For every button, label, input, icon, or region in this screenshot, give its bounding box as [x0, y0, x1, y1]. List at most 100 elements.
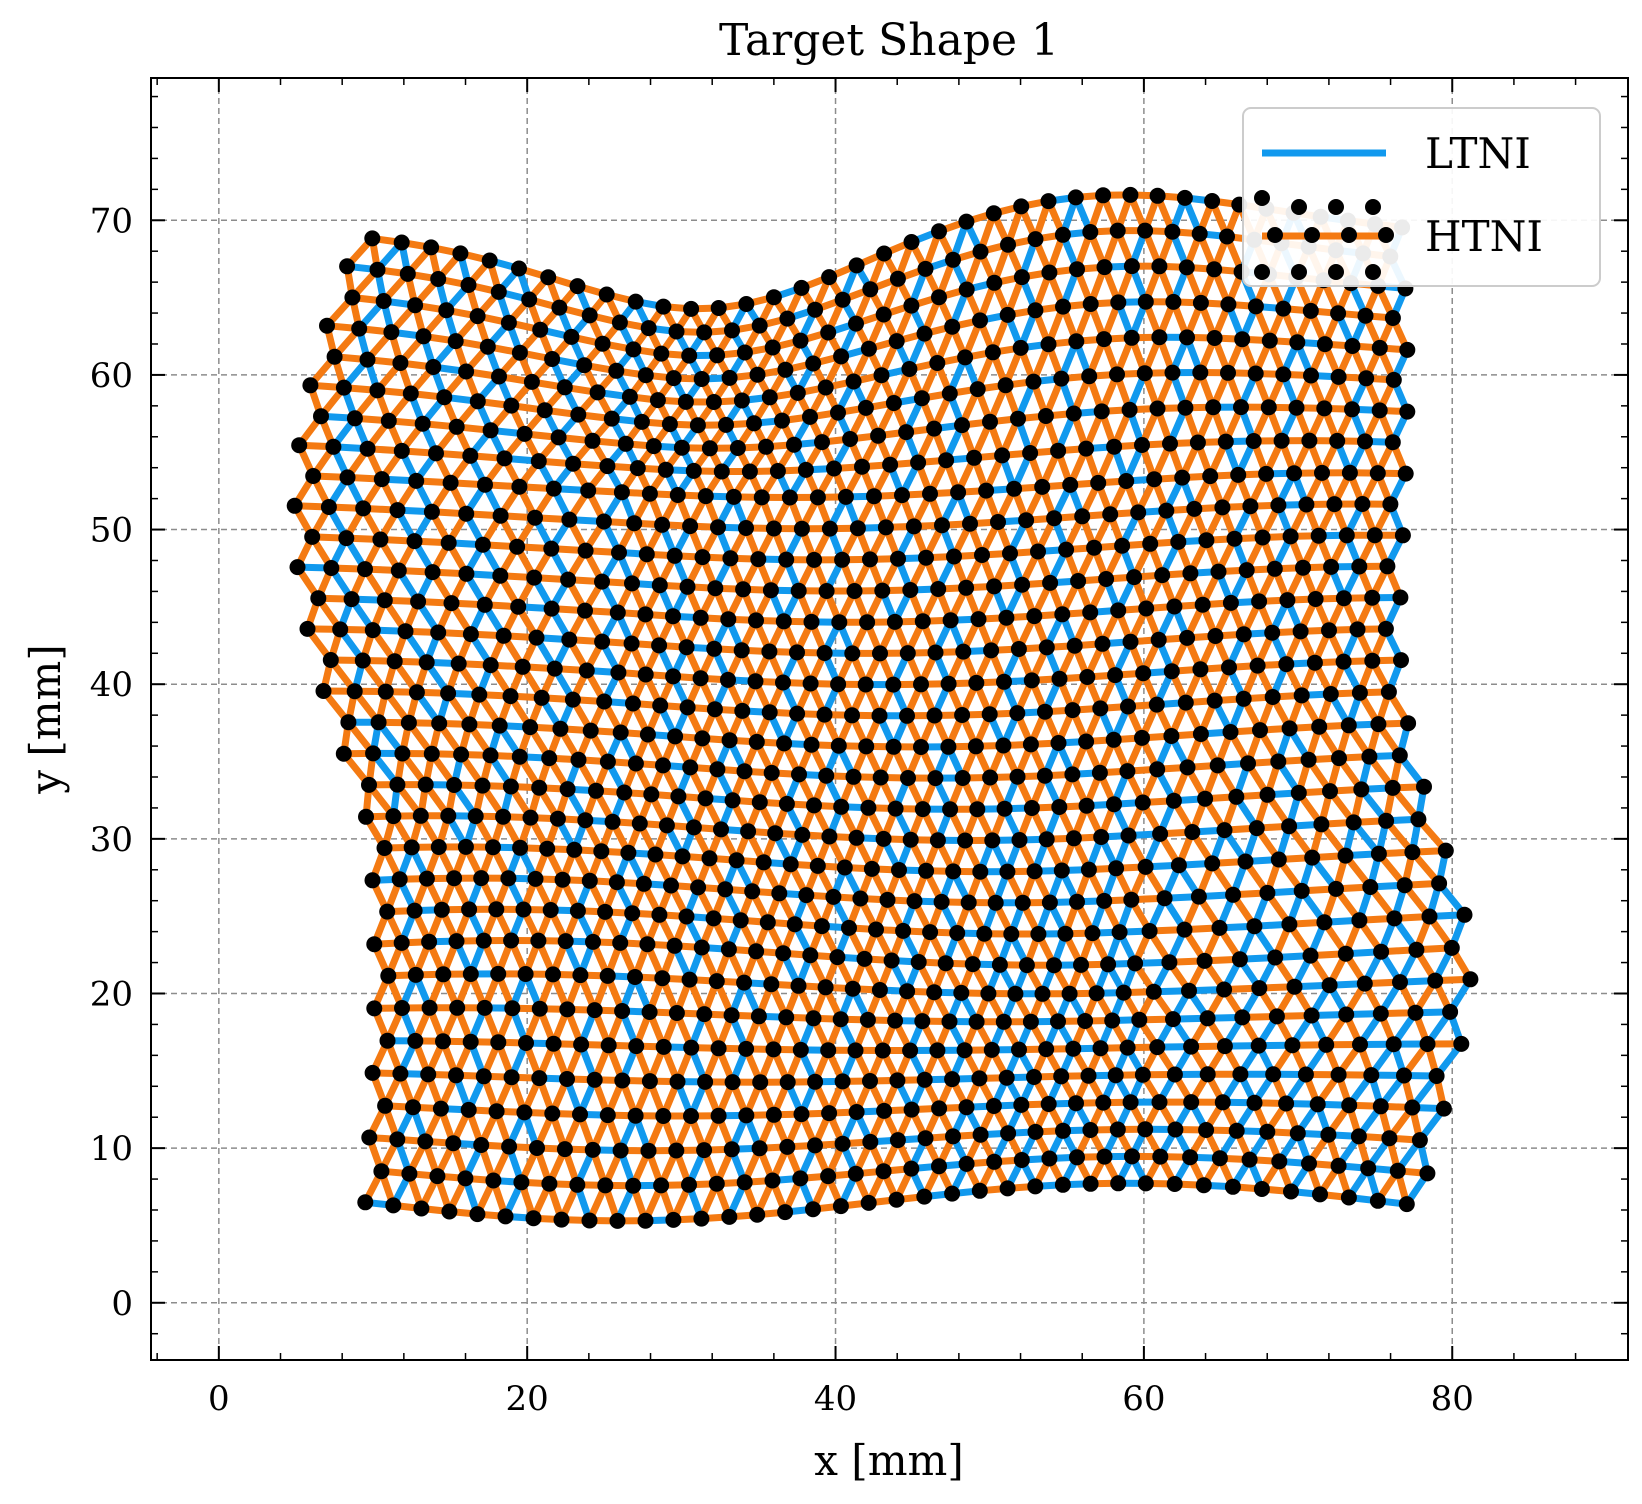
- mesh-node: [1026, 1069, 1042, 1085]
- mesh-node: [774, 412, 790, 429]
- mesh-node: [1246, 918, 1263, 935]
- mesh-node: [792, 1041, 809, 1058]
- mesh-node: [516, 425, 533, 442]
- mesh-node: [476, 596, 493, 613]
- mesh-node: [1149, 1039, 1166, 1056]
- mesh-node: [286, 497, 303, 514]
- mesh-node: [397, 623, 414, 640]
- mesh-node: [448, 1067, 464, 1084]
- mesh-node: [609, 1212, 626, 1229]
- mesh-node: [696, 1142, 713, 1159]
- mesh-node: [971, 1182, 988, 1199]
- mesh-node: [697, 790, 714, 807]
- mesh-node: [1122, 633, 1139, 650]
- mesh-node: [552, 720, 569, 737]
- mesh-node: [693, 371, 710, 387]
- mesh-node: [1082, 604, 1099, 621]
- mesh-node: [469, 393, 486, 410]
- mesh-node: [845, 373, 862, 390]
- mesh-node: [818, 767, 835, 784]
- mesh-node: [996, 673, 1012, 690]
- mesh-node: [1054, 606, 1071, 623]
- mesh-node: [1122, 186, 1139, 203]
- mesh-node: [413, 1200, 430, 1217]
- mesh-node: [406, 902, 423, 919]
- mesh-node: [565, 455, 582, 472]
- mesh-node: [777, 361, 794, 378]
- mesh-node: [841, 919, 857, 936]
- mesh-node: [1074, 508, 1091, 525]
- x-tick-label: 0: [208, 1379, 230, 1419]
- mesh-node: [564, 691, 581, 708]
- mesh-node: [901, 361, 918, 377]
- mesh-node: [1192, 364, 1209, 381]
- mesh-node: [600, 1037, 617, 1054]
- mesh-node: [1107, 1067, 1124, 1084]
- mesh-node: [701, 440, 718, 457]
- mesh-node: [310, 590, 327, 607]
- mesh-node: [406, 533, 423, 550]
- mesh-node: [830, 676, 847, 693]
- mesh-node: [503, 397, 520, 414]
- mesh-node: [392, 355, 409, 371]
- mesh-node: [969, 381, 986, 398]
- mesh-node: [1181, 982, 1197, 999]
- mesh-node: [1182, 565, 1199, 582]
- mesh-node: [1309, 1096, 1326, 1113]
- mesh-node: [1382, 496, 1399, 513]
- mesh-node: [848, 257, 865, 274]
- mesh-node: [1137, 222, 1154, 239]
- mesh-node: [903, 1101, 920, 1118]
- mesh-node: [655, 298, 672, 315]
- mesh-node: [614, 1072, 631, 1089]
- mesh-node: [1288, 399, 1305, 416]
- mesh-node: [1018, 512, 1035, 529]
- mesh-node: [320, 499, 337, 515]
- mesh-node: [1252, 722, 1268, 739]
- mesh-node: [1176, 189, 1193, 206]
- mesh-node: [511, 344, 528, 361]
- mesh-node: [875, 306, 892, 323]
- mesh-node: [847, 1165, 864, 1182]
- mesh-node: [793, 1106, 810, 1123]
- mesh-node: [1220, 296, 1237, 313]
- mesh-node: [1416, 778, 1432, 795]
- mesh-node: [1027, 302, 1044, 319]
- mesh-node: [544, 1105, 561, 1122]
- mesh-node: [651, 906, 668, 923]
- mesh-node: [724, 1074, 741, 1091]
- mesh-node: [1408, 941, 1425, 958]
- mesh-node: [779, 310, 796, 327]
- mesh-node: [655, 757, 671, 774]
- mesh-node: [1170, 857, 1187, 874]
- mesh-node: [1301, 432, 1318, 449]
- mesh-node: [765, 520, 782, 537]
- mesh-node: [1082, 224, 1099, 240]
- mesh-node: [692, 609, 709, 626]
- mesh-node: [946, 548, 962, 565]
- mesh-node: [665, 668, 682, 685]
- mesh-node: [945, 251, 961, 268]
- mesh-node: [1186, 500, 1203, 517]
- mesh-node: [933, 893, 950, 910]
- mesh-node: [1192, 294, 1209, 311]
- y-tick-label: 20: [90, 974, 133, 1014]
- mesh-node: [830, 737, 847, 754]
- mesh-node: [906, 893, 923, 910]
- mesh-node: [1302, 947, 1319, 964]
- mesh-node: [1297, 1066, 1314, 1083]
- mesh-node: [876, 245, 893, 262]
- mesh-node: [588, 782, 604, 799]
- mesh-node: [1341, 1097, 1358, 1114]
- mesh-node: [929, 832, 946, 849]
- mesh-node: [1027, 1123, 1044, 1140]
- mesh-node: [789, 705, 806, 722]
- mesh-node: [386, 653, 403, 670]
- mesh-node: [1091, 764, 1108, 781]
- mesh-node: [1283, 1183, 1299, 1200]
- y-tick-label: 10: [90, 1129, 133, 1169]
- mesh-node: [1064, 702, 1081, 719]
- y-tick-label: 60: [90, 356, 133, 396]
- mesh-node: [1281, 916, 1298, 933]
- mesh-node: [1065, 830, 1082, 847]
